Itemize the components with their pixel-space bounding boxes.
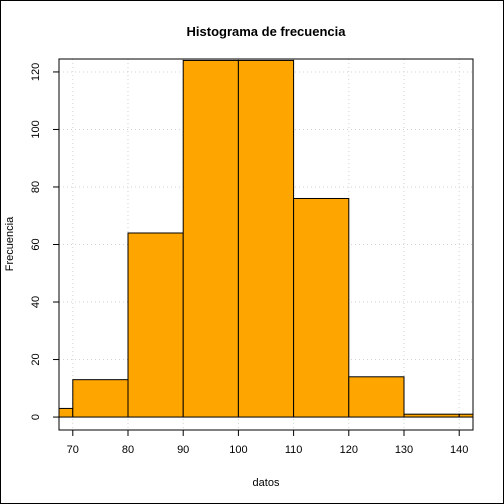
x-tick-label: 100 bbox=[229, 444, 247, 456]
x-tick-label: 90 bbox=[177, 444, 189, 456]
y-tick-label: 0 bbox=[30, 414, 42, 420]
x-tick-label: 110 bbox=[285, 444, 303, 456]
x-tick-label: 70 bbox=[67, 444, 79, 456]
histogram-bar bbox=[237, 59, 295, 418]
y-tick-label: 100 bbox=[30, 120, 42, 138]
histogram-bar bbox=[458, 413, 473, 418]
y-axis-label: Frecuencia bbox=[4, 216, 16, 271]
x-tick-label: 130 bbox=[395, 444, 413, 456]
histogram-bars bbox=[59, 59, 473, 418]
y-tick-label: 20 bbox=[30, 353, 42, 365]
histogram-bar bbox=[348, 376, 405, 418]
x-axis: 70 80 90 100 110 120 130 140 bbox=[67, 430, 468, 456]
histogram-bar bbox=[182, 59, 239, 418]
histogram-bar bbox=[293, 197, 350, 418]
histogram-bar bbox=[59, 407, 74, 418]
y-axis: 0 20 40 60 80 100 120 bbox=[30, 63, 59, 420]
chart-title: Histograma de frecuencia bbox=[187, 24, 347, 39]
histogram-bar bbox=[127, 232, 184, 418]
y-tick-label: 60 bbox=[30, 238, 42, 250]
x-tick-label: 80 bbox=[122, 444, 134, 456]
histogram-bar bbox=[403, 413, 460, 418]
x-tick-label: 140 bbox=[450, 444, 468, 456]
x-axis-label: datos bbox=[253, 477, 280, 489]
y-tick-label: 120 bbox=[30, 63, 42, 81]
x-tick-label: 120 bbox=[340, 444, 358, 456]
y-tick-label: 40 bbox=[30, 296, 42, 308]
y-tick-label: 80 bbox=[30, 181, 42, 193]
histogram-bar bbox=[72, 379, 129, 418]
